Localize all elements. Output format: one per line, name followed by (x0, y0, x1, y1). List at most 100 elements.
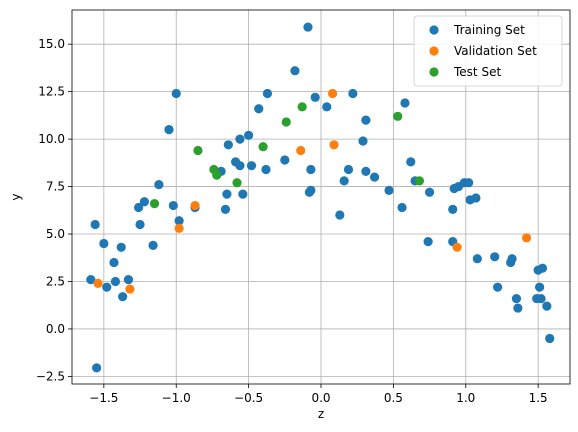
point-training-set (536, 293, 546, 304)
legend-marker (429, 46, 439, 56)
point-test-set (232, 178, 242, 188)
point-training-set (116, 242, 126, 252)
y-tick-label: 5.0 (46, 227, 65, 241)
point-training-set (133, 202, 144, 213)
point-training-set (507, 254, 517, 264)
point-training-set (406, 157, 416, 167)
point-training-set (322, 102, 332, 112)
legend-box (413, 15, 563, 87)
legend-label: Training Set (453, 23, 525, 37)
point-training-set (123, 274, 134, 285)
point-training-set (542, 301, 552, 311)
point-test-set (393, 111, 403, 121)
point-training-set (348, 88, 358, 99)
point-training-set (254, 104, 264, 114)
legend-label: Test Set (453, 65, 501, 79)
point-training-set (306, 164, 316, 175)
point-training-set (246, 161, 257, 171)
x-tick-label: 1.0 (456, 391, 475, 405)
point-training-set (174, 216, 184, 226)
point-test-set (297, 102, 307, 112)
y-tick-label: 0.0 (46, 322, 65, 336)
point-training-set (448, 204, 458, 214)
legend-label: Validation Set (454, 44, 537, 58)
point-training-set (472, 254, 482, 264)
point-training-set (223, 140, 233, 150)
point-validation-set (521, 233, 532, 243)
point-test-set (414, 176, 425, 186)
point-training-set (86, 274, 96, 285)
point-training-set (310, 92, 320, 102)
point-training-set (164, 125, 174, 135)
y-tick-label: 15.0 (38, 37, 65, 51)
x-tick-label: 0.0 (311, 391, 330, 405)
point-training-set (222, 189, 232, 199)
point-training-set (235, 134, 245, 144)
point-training-set (148, 240, 158, 251)
y-tick-label: −2.5 (36, 369, 65, 383)
point-training-set (400, 98, 410, 108)
y-tick-label: 10.0 (38, 132, 65, 146)
point-training-set (92, 363, 102, 373)
point-training-set (154, 180, 164, 190)
point-training-set (361, 115, 371, 125)
legend-marker (429, 67, 439, 77)
point-test-set (193, 145, 203, 156)
point-validation-set (452, 242, 462, 252)
point-validation-set (329, 140, 339, 150)
y-tick-label: 7.5 (46, 180, 65, 194)
point-training-set (464, 178, 474, 188)
point-training-set (99, 238, 109, 249)
point-training-set (290, 66, 300, 76)
x-tick-label: 0.5 (384, 391, 403, 405)
point-training-set (511, 293, 522, 304)
point-training-set (534, 282, 545, 292)
point-training-set (384, 185, 394, 195)
point-validation-set (190, 200, 200, 211)
point-training-set (490, 252, 500, 262)
point-test-set (281, 117, 291, 127)
point-training-set (168, 200, 178, 211)
point-training-set (171, 88, 181, 99)
point-training-set (424, 187, 435, 197)
point-training-set (369, 172, 380, 182)
point-test-set (258, 142, 268, 152)
x-axis-label: z (318, 407, 324, 421)
point-validation-set (93, 278, 103, 288)
point-training-set (262, 88, 273, 99)
point-training-set (220, 204, 231, 214)
data-points (86, 22, 555, 373)
point-validation-set (125, 284, 135, 294)
point-training-set (118, 292, 128, 302)
x-tick-label: −1.5 (89, 391, 118, 405)
point-training-set (244, 130, 254, 140)
point-training-set (238, 189, 248, 199)
point-training-set (135, 219, 145, 230)
point-training-set (306, 185, 316, 195)
point-training-set (109, 257, 119, 268)
y-tick-label: 2.5 (46, 274, 65, 288)
point-training-set (139, 197, 149, 207)
point-training-set (102, 282, 112, 292)
point-validation-set (174, 223, 184, 233)
point-training-set (335, 210, 345, 220)
point-training-set (339, 176, 349, 186)
point-validation-set (296, 145, 306, 156)
point-training-set (493, 282, 503, 292)
point-validation-set (327, 88, 338, 99)
point-training-set (110, 276, 121, 287)
legend-marker (429, 25, 439, 35)
legend: Training Set Validation Set Test Set (413, 15, 563, 87)
x-tick-label: 1.5 (529, 391, 548, 405)
point-training-set (235, 161, 245, 171)
point-training-set (303, 22, 313, 32)
point-training-set (90, 219, 100, 230)
point-training-set (261, 164, 271, 175)
point-training-set (361, 166, 371, 176)
y-axis-ticks: −2.5 0.0 2.5 5.0 7.5 10.0 12.5 15.0 (36, 37, 72, 383)
x-tick-label: −1.0 (162, 391, 191, 405)
point-training-set (471, 193, 481, 203)
point-training-set (537, 263, 548, 273)
x-tick-label: −0.5 (234, 391, 263, 405)
